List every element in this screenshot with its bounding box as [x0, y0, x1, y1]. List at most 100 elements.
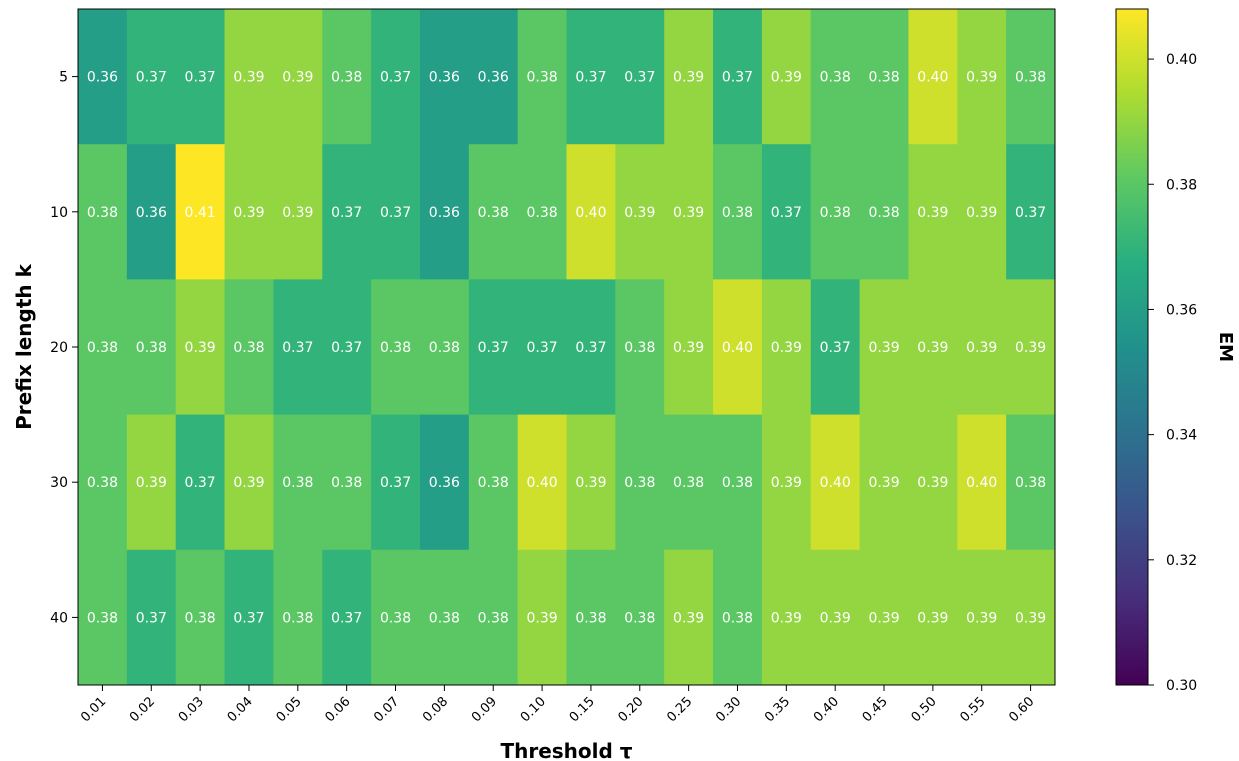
cell-value-label: 0.36: [429, 205, 460, 221]
colorbar-tick-label: 0.40: [1166, 52, 1197, 68]
cell-value-label: 0.38: [185, 610, 216, 626]
heatmap-cell: [517, 144, 567, 280]
heatmap-cell: [664, 549, 714, 686]
cell-value-label: 0.39: [771, 610, 802, 626]
cell-value-label: 0.39: [771, 340, 802, 356]
x-axis: 0.01 0.02 0.03 0.04 0.05 0.06 0.07 0.08 0.09 0.10…: [78, 685, 1037, 725]
cell-value-label: 0.39: [917, 475, 948, 491]
heatmap-cell: [957, 279, 1007, 416]
x-tick-label: 0.15: [567, 694, 598, 725]
heatmap-cell: [713, 279, 763, 416]
cell-value-label: 0.38: [820, 70, 851, 86]
heatmap-cell: [224, 279, 274, 416]
colorbar-tick-label: 0.32: [1166, 553, 1197, 569]
x-tick-label: 0.40: [811, 694, 842, 725]
heatmap-cell: [371, 549, 421, 686]
heatmap-cell: [859, 414, 909, 551]
heatmap-cell: [810, 9, 861, 145]
heatmap-cell: [175, 9, 226, 145]
cell-value-label: 0.39: [966, 340, 997, 356]
x-tick-label: 0.03: [176, 694, 207, 725]
x-tick-label: 0.50: [909, 694, 940, 725]
cell-value-label: 0.38: [526, 205, 557, 221]
cell-value-label: 0.37: [526, 340, 557, 356]
heatmap-cell: [273, 279, 323, 416]
cell-value-label: 0.38: [624, 475, 655, 491]
cell-value-label: 0.36: [478, 70, 509, 86]
y-tick-label: 20: [50, 340, 68, 356]
cell-value-label: 0.41: [185, 205, 216, 221]
cell-value-label: 0.37: [282, 340, 313, 356]
heatmap-cell: [1006, 414, 1056, 551]
colorbar-ticks: 0.30 0.32 0.34 0.36 0.38 0.40: [1148, 52, 1197, 694]
heatmap-cell: [810, 144, 861, 280]
heatmap-cell: [859, 9, 909, 145]
heatmap-cell: [419, 549, 470, 686]
cell-value-label: 0.38: [722, 205, 753, 221]
x-tick-label: 0.35: [762, 694, 793, 725]
heatmap-cell: [761, 144, 812, 280]
heatmap-cell: [615, 549, 665, 686]
heatmap-cell: [566, 9, 616, 145]
cell-value-label: 0.39: [282, 205, 313, 221]
cell-value-label: 0.38: [478, 205, 509, 221]
heatmap-cell: [761, 279, 812, 416]
cell-value-label: 0.38: [331, 475, 362, 491]
heatmap-cell: [859, 549, 909, 686]
heatmap-cell: [957, 414, 1007, 551]
cell-value-label: 0.38: [136, 340, 167, 356]
cell-value-label: 0.38: [722, 475, 753, 491]
heatmap-cell: [273, 9, 323, 145]
cell-value-label: 0.38: [1015, 475, 1046, 491]
heatmap-cell: [517, 414, 567, 551]
cell-value-label: 0.39: [917, 340, 948, 356]
heatmap-cell: [908, 414, 958, 551]
x-tick-label: 0.60: [1006, 694, 1037, 725]
cell-value-label: 0.39: [966, 610, 997, 626]
cell-value-label: 0.38: [868, 70, 899, 86]
heatmap-cell: [957, 549, 1007, 686]
y-axis-label: Prefix length k: [12, 263, 36, 430]
cell-value-label: 0.37: [575, 70, 606, 86]
cell-value-label: 0.39: [673, 205, 704, 221]
heatmap-cell: [713, 144, 763, 280]
cell-value-label: 0.38: [722, 610, 753, 626]
cell-value-label: 0.37: [380, 70, 411, 86]
cell-value-label: 0.39: [673, 340, 704, 356]
heatmap-cell: [273, 144, 323, 280]
heatmap-cell: [908, 144, 958, 280]
heatmap-cell: [224, 144, 274, 280]
colorbar-label: EM: [1215, 332, 1236, 362]
cell-value-label: 0.38: [624, 610, 655, 626]
cell-value-label: 0.38: [429, 610, 460, 626]
cell-value-label: 0.39: [1015, 610, 1046, 626]
cell-value-label: 0.40: [966, 475, 997, 491]
heatmap-cell: [615, 279, 665, 416]
heatmap-cell: [810, 414, 861, 551]
cell-value-label: 0.37: [185, 70, 216, 86]
cell-value-label: 0.38: [868, 205, 899, 221]
heatmap-cell: [468, 549, 519, 686]
x-tick-label: 0.55: [957, 694, 988, 725]
heatmap-cell: [664, 144, 714, 280]
heatmap-cell: [615, 9, 665, 145]
cell-value-label: 0.38: [380, 610, 411, 626]
x-tick-label: 0.09: [469, 694, 500, 725]
heatmap-cell: [322, 549, 372, 686]
heatmap-cell: [371, 9, 421, 145]
heatmap-cell: [175, 144, 226, 280]
heatmap-cell: [468, 279, 519, 416]
heatmap-cell: [713, 9, 763, 145]
cell-value-label: 0.38: [526, 70, 557, 86]
cell-value-label: 0.39: [868, 475, 899, 491]
cell-value-label: 0.37: [380, 475, 411, 491]
y-tick-label: 30: [50, 475, 68, 491]
cell-value-label: 0.39: [185, 340, 216, 356]
x-tick-label: 0.04: [225, 694, 256, 725]
heatmap-cell: [761, 9, 812, 145]
y-tick-label: 40: [50, 610, 68, 626]
cell-value-label: 0.36: [136, 205, 167, 221]
cell-value-label: 0.37: [331, 610, 362, 626]
heatmap-cell: [126, 9, 177, 145]
